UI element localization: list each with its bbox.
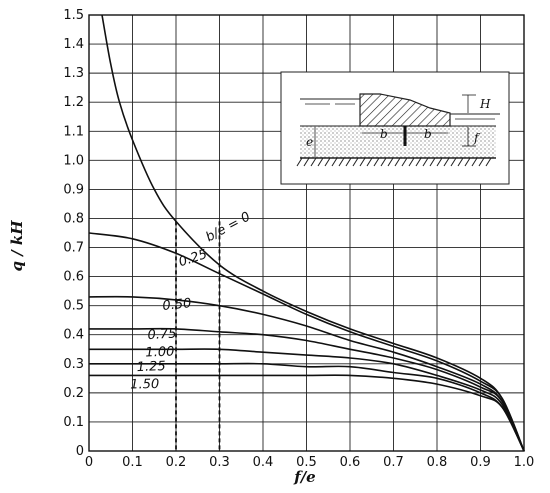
y-tick-label-1: 0.1 [63, 415, 84, 430]
series-label-6: 1.50 [130, 377, 159, 393]
series-line-6 [89, 374, 525, 452]
series-line-3 [89, 327, 525, 452]
x-axis-title: f/e [293, 468, 315, 486]
hatch-mark [331, 157, 338, 167]
y-tick-label-9: 0.9 [63, 182, 84, 197]
series-line-4 [89, 348, 525, 452]
x-tick-label-1: 0.1 [122, 455, 143, 470]
series-label-2: 0.50 [162, 296, 192, 314]
x-tick-label-2: 0.2 [166, 455, 187, 470]
hatch-mark [457, 157, 464, 167]
x-tick-label-4: 0.4 [253, 455, 274, 470]
inset-label-b-left: b [380, 127, 388, 141]
y-tick-label-14: 1.4 [63, 37, 84, 52]
y-tick-label-7: 0.7 [63, 241, 84, 256]
hatch-mark [338, 157, 345, 167]
x-tick-label-5: 0.5 [296, 455, 317, 470]
y-tick-label-3: 0.3 [63, 357, 84, 372]
hatch-mark [401, 157, 408, 167]
hatch-mark [394, 157, 401, 167]
inset-label-b-right: b [424, 127, 432, 141]
tick-labels: 0 0.1 0.2 0.3 0.4 0.5 0.6 0.7 0.8 0.9 1.000.10.20.… [63, 8, 534, 470]
inset-diagram: H e b b f [280, 71, 510, 185]
permeable-layer [300, 126, 496, 158]
hatch-mark [450, 157, 457, 167]
x-tick-label-6: 0.6 [340, 455, 361, 470]
y-tick-label-6: 0.6 [63, 270, 84, 285]
impervious-hatching [296, 157, 492, 167]
hatch-mark [310, 157, 317, 167]
hatch-mark [380, 157, 387, 167]
series-line-1 [88, 232, 525, 452]
hatch-mark [345, 157, 352, 167]
y-tick-label-13: 1.3 [63, 66, 84, 81]
series-label-3: 0.75 [147, 327, 177, 343]
y-tick-label-10: 1.0 [63, 153, 84, 168]
hatch-mark [366, 157, 373, 167]
hatch-mark [324, 157, 331, 167]
inset-label-H: H [479, 97, 491, 111]
y-tick-label-0: 0 [76, 444, 84, 459]
hatch-mark [408, 157, 415, 167]
y-tick-label-12: 1.2 [63, 95, 84, 110]
x-tick-label-9: 0.9 [470, 455, 491, 470]
hatch-mark [464, 157, 471, 167]
series-line-5 [89, 362, 525, 452]
series-line-0 [101, 14, 525, 452]
dam-body [359, 93, 451, 127]
x-tick-label-8: 0.8 [427, 455, 448, 470]
hatch-mark [429, 157, 436, 167]
hatch-mark [471, 157, 478, 167]
y-tick-label-15: 1.5 [63, 8, 84, 23]
x-tick-label-0: 0 [85, 455, 93, 470]
x-tick-label-3: 0.3 [209, 455, 230, 470]
hatch-mark [387, 157, 394, 167]
series-lines [88, 14, 525, 452]
hatch-mark [352, 157, 359, 167]
hatch-mark [478, 157, 485, 167]
y-tick-label-8: 0.8 [63, 211, 84, 226]
hatch-mark [359, 157, 366, 167]
y-tick-label-5: 0.5 [63, 299, 84, 314]
hatch-mark [485, 157, 492, 167]
inset-label-f: f [473, 131, 481, 145]
y-axis-title: q / kH [8, 220, 26, 272]
inset-label-e: e [306, 135, 313, 149]
y-tick-label-2: 0.2 [63, 386, 84, 401]
y-tick-label-4: 0.4 [63, 328, 84, 343]
hatch-mark [422, 157, 429, 167]
hatch-mark [296, 157, 303, 167]
hatch-mark [303, 157, 310, 167]
hatch-mark [443, 157, 450, 167]
series-label-5: 1.25 [136, 359, 165, 375]
hatch-mark [317, 157, 324, 167]
hatch-mark [415, 157, 422, 167]
series-line-2 [88, 295, 525, 452]
x-tick-label-10: 1.0 [514, 455, 535, 470]
series-label-4: 1.00 [145, 345, 174, 361]
hatch-mark [373, 157, 380, 167]
x-tick-label-7: 0.7 [383, 455, 404, 470]
y-tick-label-11: 1.1 [63, 124, 84, 139]
hatch-mark [436, 157, 443, 167]
